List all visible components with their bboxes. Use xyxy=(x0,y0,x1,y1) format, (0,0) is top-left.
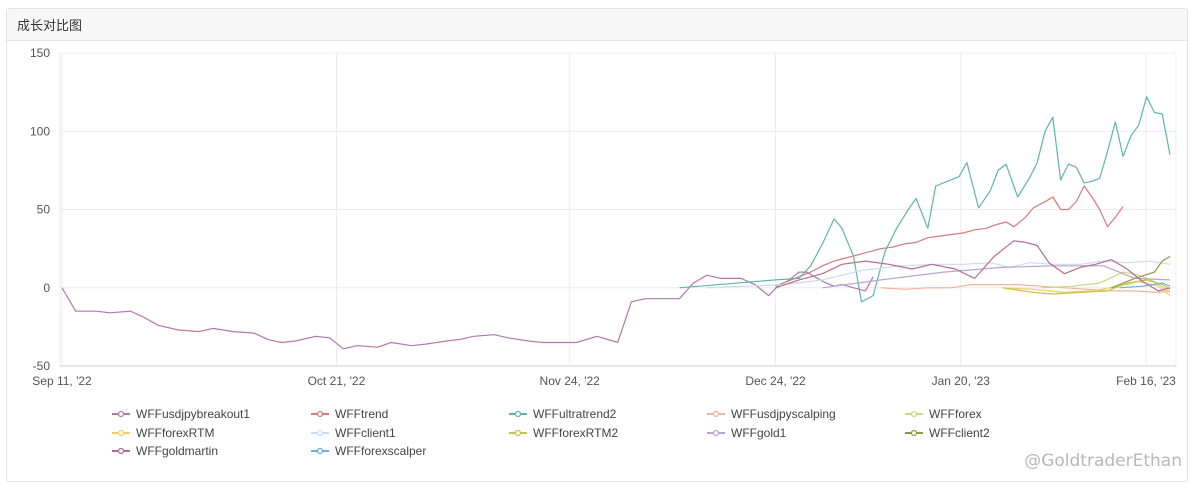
legend-marker xyxy=(910,410,918,418)
series-line-wffclient2 xyxy=(1111,255,1171,289)
legend-marker xyxy=(117,410,125,418)
legend-marker xyxy=(712,410,720,418)
legend-marker xyxy=(316,447,324,455)
series-line-wfftrend xyxy=(775,185,1124,287)
legend-marker xyxy=(514,429,522,437)
legend-marker xyxy=(316,429,324,437)
legend-label: WFFgoldmartin xyxy=(136,444,218,458)
series-line-wffforexscalper xyxy=(1119,282,1171,289)
x-tick-label: Nov 24, '22 xyxy=(540,374,601,388)
y-tick-label: 50 xyxy=(37,203,51,217)
series-line-wffultratrend2 xyxy=(679,96,1171,303)
legend-label: WFFusdjpybreakout1 xyxy=(136,407,250,421)
watermark: @GoldtraderEthan xyxy=(1024,451,1182,471)
legend-label: WFFforexRTM2 xyxy=(533,426,618,440)
series-line-wffforexrtm xyxy=(1002,280,1171,297)
x-tick-label: Dec 24, '22 xyxy=(745,374,806,388)
x-tick-label: Feb 16, '23 xyxy=(1116,374,1176,388)
legend-marker xyxy=(117,447,125,455)
legend-marker xyxy=(910,429,918,437)
series-line-wffforex xyxy=(1041,271,1171,293)
legend-label: WFFtrend xyxy=(335,407,388,421)
x-tick-label: Sep 11, '22 xyxy=(32,374,92,388)
y-tick-label: -50 xyxy=(33,359,51,373)
panel-header: 成长对比图 xyxy=(7,9,1187,41)
legend-marker xyxy=(117,429,125,437)
legend-label: WFFforex xyxy=(929,407,982,421)
x-tick-label: Jan 20, '23 xyxy=(932,374,991,388)
y-tick-label: 0 xyxy=(43,281,50,295)
legend-label: WFFclient2 xyxy=(929,426,990,440)
legend-marker xyxy=(712,429,720,437)
legend-label: WFFforexRTM xyxy=(136,426,214,440)
legend-label: WFFgold1 xyxy=(731,426,787,440)
x-tick-label: Oct 21, '22 xyxy=(308,374,366,388)
legend-label: WFFclient1 xyxy=(335,426,396,440)
y-tick-label: 150 xyxy=(30,46,50,60)
legend-label: WFFultratrend2 xyxy=(533,407,617,421)
legend-label: WFFusdjpyscalping xyxy=(731,407,836,421)
series-line-wffgold1 xyxy=(822,265,1171,289)
y-tick-label: 100 xyxy=(30,124,50,138)
legend-marker xyxy=(514,410,522,418)
panel-title: 成长对比图 xyxy=(17,18,83,33)
legend-marker xyxy=(316,410,324,418)
series-line-wffgoldmartin xyxy=(775,240,1171,292)
legend-label: WFFforexscalper xyxy=(335,444,426,458)
series-line-wffforexrtm2 xyxy=(1002,279,1171,295)
series-line-wffusdjpyscalping xyxy=(880,284,1171,293)
